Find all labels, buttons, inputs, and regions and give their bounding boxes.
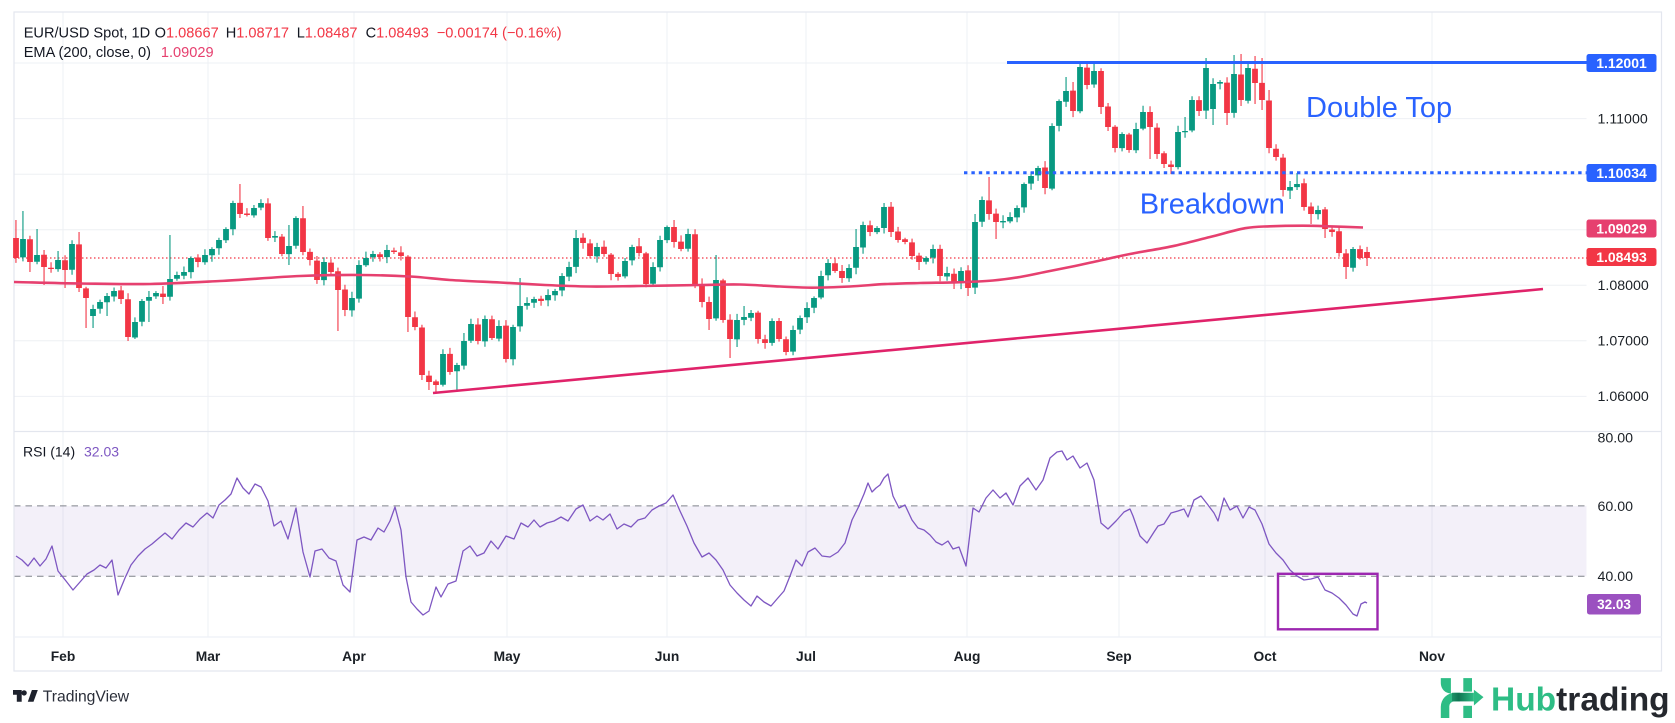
svg-text:1.08493: 1.08493: [1596, 249, 1647, 265]
svg-text:O: O: [155, 26, 166, 42]
svg-text:Apr: Apr: [342, 649, 366, 664]
svg-text:EUR/USD Spot, 1D: EUR/USD Spot, 1D: [24, 26, 151, 42]
svg-text:Double Top: Double Top: [1306, 92, 1452, 124]
svg-text:C: C: [366, 26, 377, 42]
svg-text:80.00: 80.00: [1598, 430, 1634, 446]
svg-text:−0.00174 (−0.16%): −0.00174 (−0.16%): [437, 26, 562, 42]
svg-text:Sep: Sep: [1106, 649, 1131, 664]
svg-text:Oct: Oct: [1254, 649, 1277, 664]
svg-text:Feb: Feb: [51, 649, 76, 664]
svg-text:1.08717: 1.08717: [236, 26, 289, 42]
svg-text:Hubtrading: Hubtrading: [1491, 682, 1670, 719]
svg-text:1.08000: 1.08000: [1598, 278, 1649, 294]
svg-text:40.00: 40.00: [1598, 569, 1634, 585]
svg-text:Nov: Nov: [1419, 649, 1445, 664]
svg-text:60.00: 60.00: [1598, 499, 1634, 515]
svg-text:RSI (14): RSI (14): [23, 443, 75, 459]
svg-text:May: May: [494, 649, 521, 664]
svg-text:1.08493: 1.08493: [376, 26, 429, 42]
svg-text:1.07000: 1.07000: [1598, 334, 1649, 350]
svg-text:Jul: Jul: [796, 649, 816, 664]
svg-text:Aug: Aug: [954, 649, 981, 664]
svg-text:1.10034: 1.10034: [1596, 165, 1647, 181]
svg-text:Mar: Mar: [196, 649, 221, 664]
svg-text:TradingView: TradingView: [43, 688, 130, 705]
svg-text:1.06000: 1.06000: [1598, 389, 1649, 405]
svg-text:L: L: [297, 26, 305, 42]
svg-text:1.09029: 1.09029: [1596, 221, 1647, 237]
svg-text:1.12001: 1.12001: [1596, 55, 1647, 71]
svg-text:1.11000: 1.11000: [1598, 111, 1648, 127]
svg-text:EMA (200, close, 0): EMA (200, close, 0): [24, 45, 151, 61]
svg-text:Breakdown: Breakdown: [1140, 189, 1285, 221]
svg-text:H: H: [226, 26, 237, 42]
svg-text:1.08487: 1.08487: [305, 26, 358, 42]
svg-text:Jun: Jun: [655, 649, 680, 664]
svg-text:1.09029: 1.09029: [161, 45, 214, 61]
svg-text:32.03: 32.03: [84, 443, 119, 459]
svg-text:32.03: 32.03: [1597, 597, 1631, 612]
svg-text:1.08667: 1.08667: [166, 26, 219, 42]
